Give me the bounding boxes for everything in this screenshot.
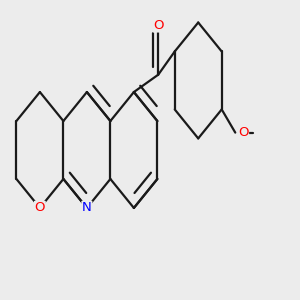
Text: O: O — [153, 19, 164, 32]
Text: O: O — [34, 202, 45, 214]
Text: N: N — [82, 202, 92, 214]
Text: O: O — [238, 126, 248, 139]
